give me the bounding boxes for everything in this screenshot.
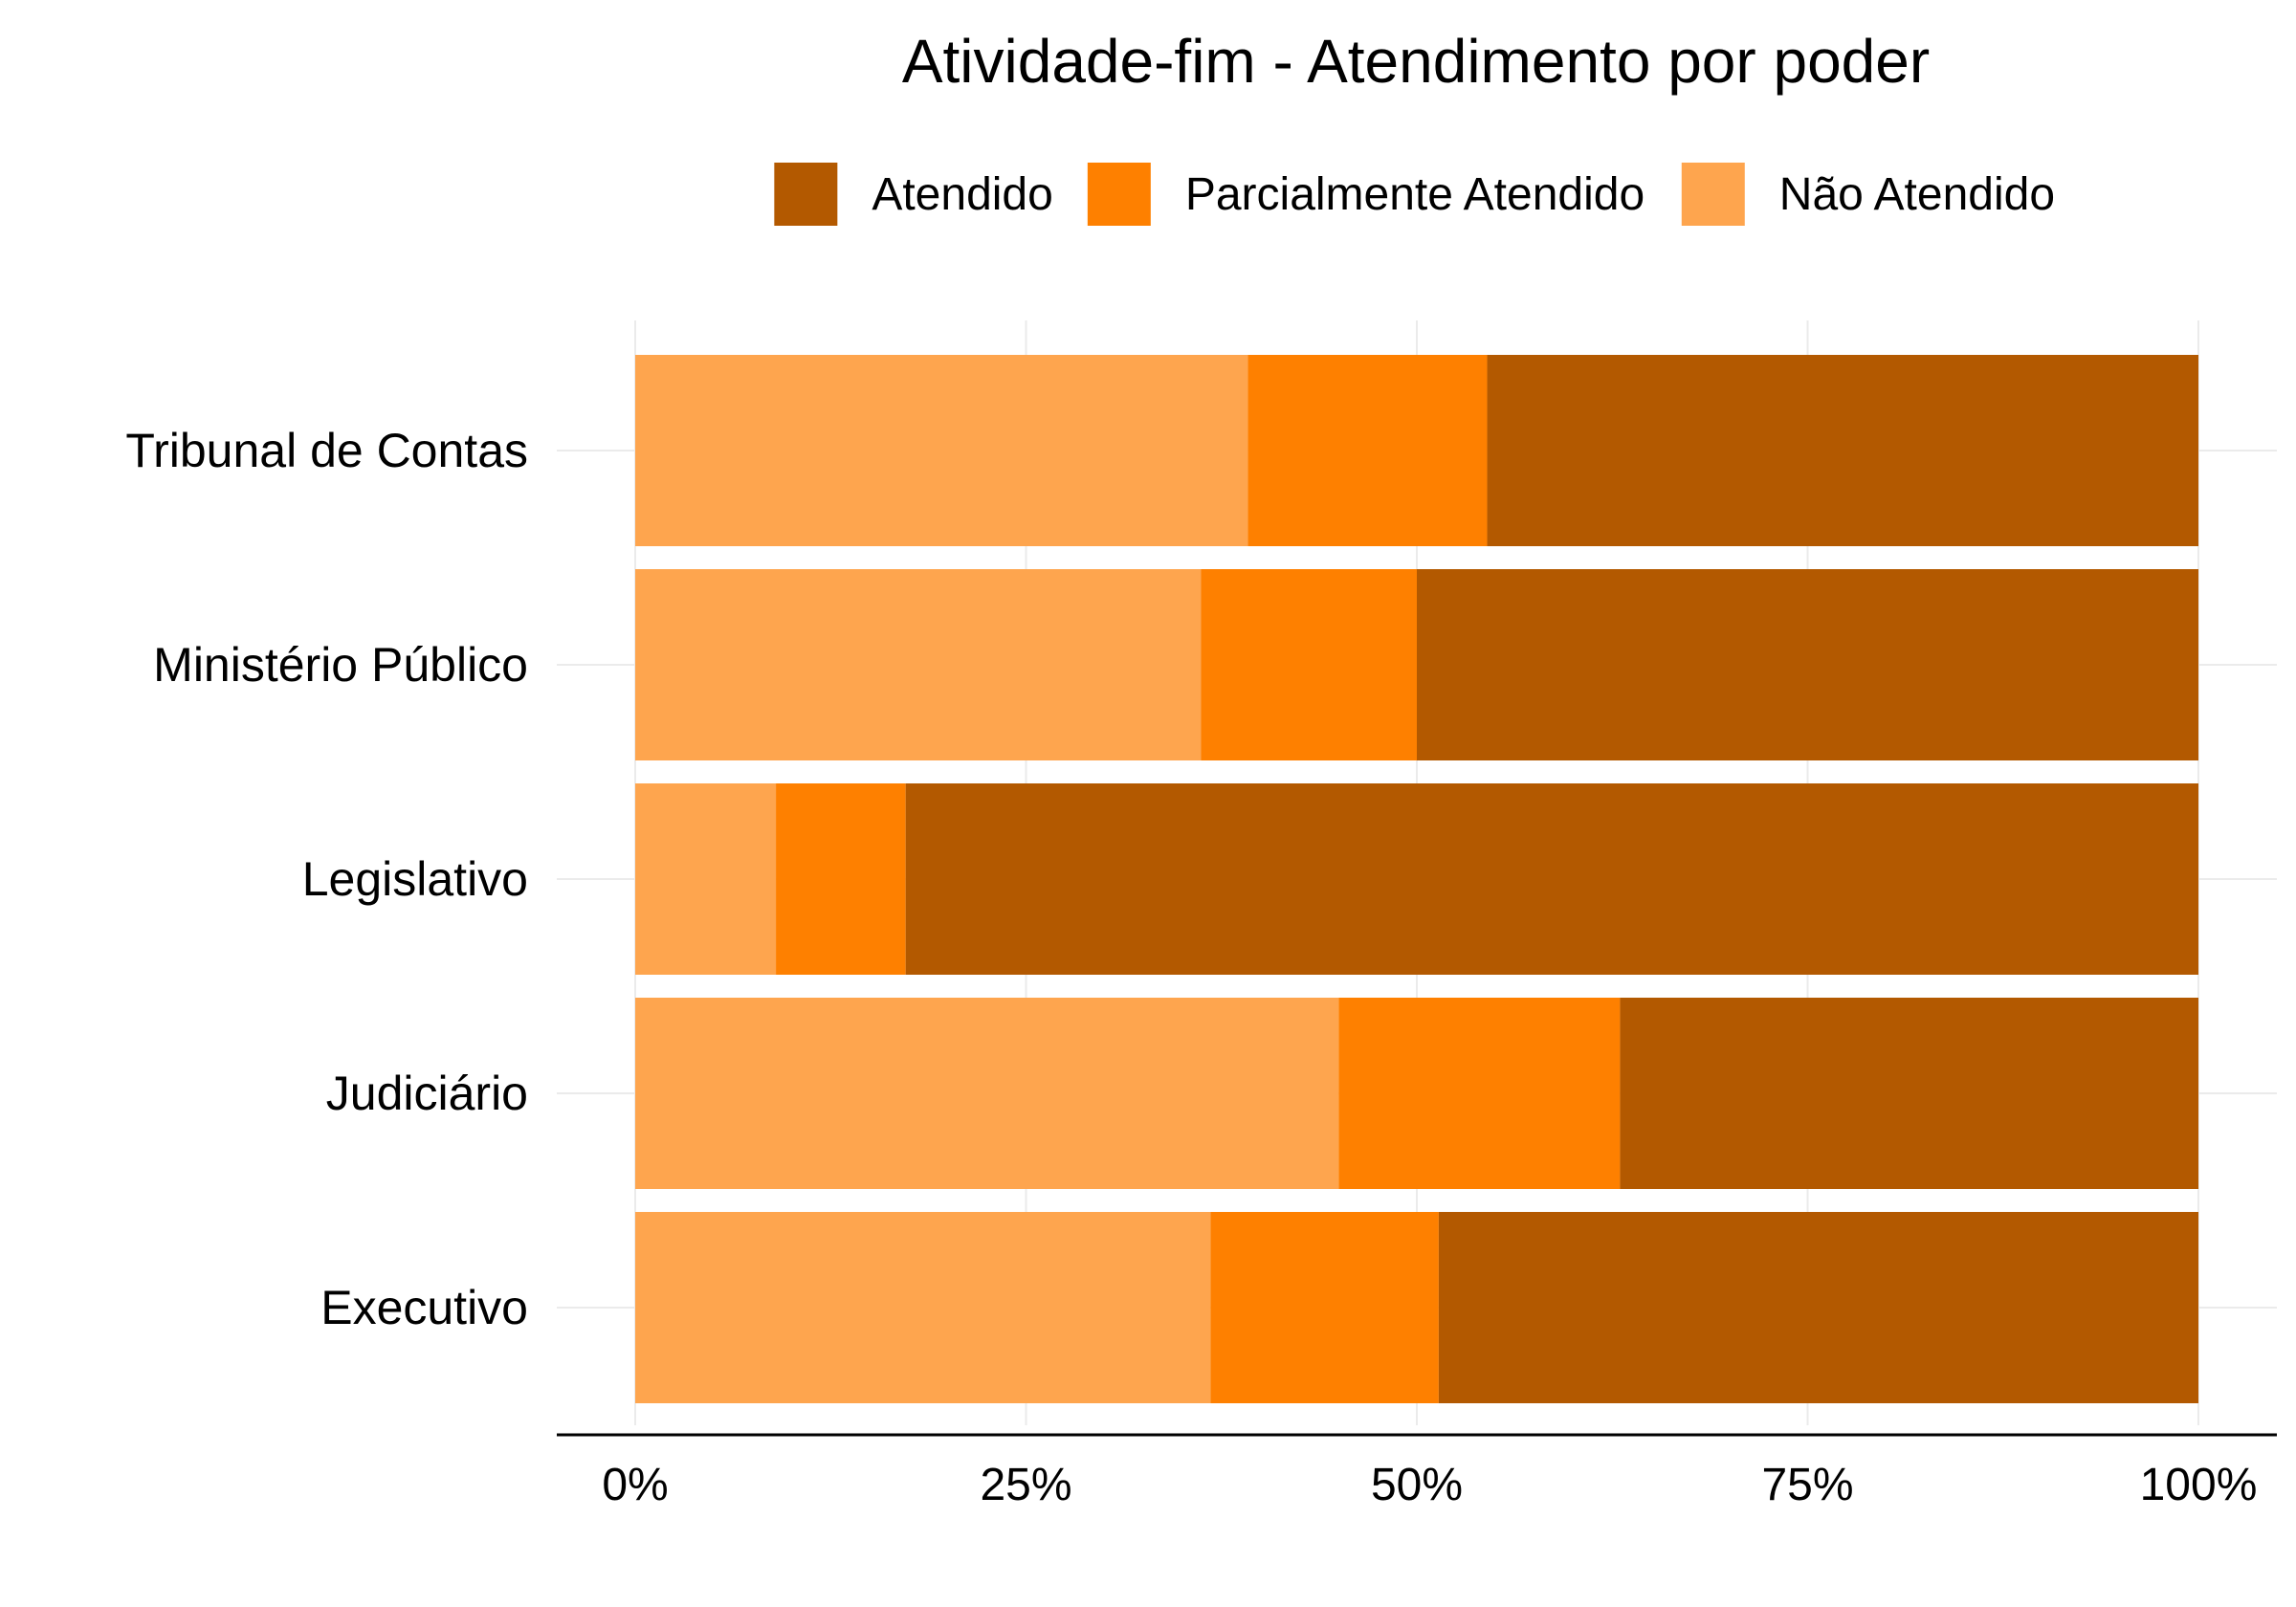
- x-tick-label: 75%: [1761, 1460, 1853, 1510]
- bar-minist-rio-p-blico-parcialmente-atendido: [1201, 569, 1417, 760]
- bar-legislativo-n-o-atendido: [635, 783, 777, 975]
- x-tick-label: 0%: [602, 1460, 668, 1510]
- legend-label: Parcialmente Atendido: [1185, 169, 1645, 220]
- category-label: Tribunal de Contas: [125, 424, 528, 477]
- bar-tribunal-de-contas-parcialmente-atendido: [1247, 355, 1488, 546]
- legend-swatch: [1681, 163, 1745, 226]
- bar-tribunal-de-contas-atendido: [1487, 355, 2198, 546]
- legend-label: Não Atendido: [1779, 169, 2055, 220]
- bar-judici-rio-n-o-atendido: [635, 998, 1339, 1189]
- bar-legislativo-atendido: [905, 783, 2198, 975]
- legend-label: Atendido: [872, 169, 1053, 220]
- chart-title: Atividade-fim - Atendimento por poder: [902, 27, 1930, 96]
- bar-executivo-n-o-atendido: [635, 1212, 1211, 1403]
- legend-swatch: [774, 163, 838, 226]
- x-tick-label: 50%: [1371, 1460, 1463, 1510]
- x-tick-label: 25%: [980, 1460, 1071, 1510]
- bar-executivo-atendido: [1438, 1212, 2198, 1403]
- x-tick-label: 100%: [2140, 1460, 2258, 1510]
- bar-minist-rio-p-blico-n-o-atendido: [635, 569, 1202, 760]
- category-label: Ministério Público: [153, 638, 528, 692]
- bar-judici-rio-parcialmente-atendido: [1338, 998, 1621, 1189]
- category-label: Judiciário: [326, 1067, 528, 1120]
- category-label: Executivo: [320, 1281, 528, 1334]
- bar-executivo-parcialmente-atendido: [1210, 1212, 1439, 1403]
- bar-minist-rio-p-blico-atendido: [1417, 569, 2198, 760]
- category-label: Legislativo: [302, 852, 528, 906]
- y-axis-labels: Tribunal de Contas Ministério Público Legi…: [125, 424, 528, 1334]
- legend-swatch: [1087, 163, 1151, 226]
- x-axis-tick-labels: 0% 25% 50% 75% 100%: [602, 1460, 2257, 1510]
- bar-tribunal-de-contas-n-o-atendido: [635, 355, 1248, 546]
- bars: [635, 355, 2198, 1403]
- bar-judici-rio-atendido: [1620, 998, 2198, 1189]
- legend: Atendido Parcialmente Atendido Não Atendid…: [774, 163, 2055, 226]
- bar-legislativo-parcialmente-atendido: [776, 783, 906, 975]
